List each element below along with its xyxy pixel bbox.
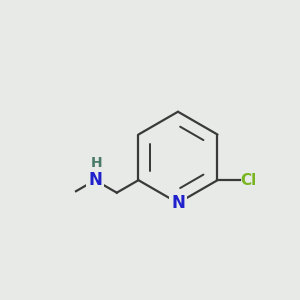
Text: N: N <box>171 194 185 212</box>
Text: N: N <box>88 171 102 189</box>
Text: H: H <box>91 156 103 170</box>
Text: Cl: Cl <box>241 173 257 188</box>
